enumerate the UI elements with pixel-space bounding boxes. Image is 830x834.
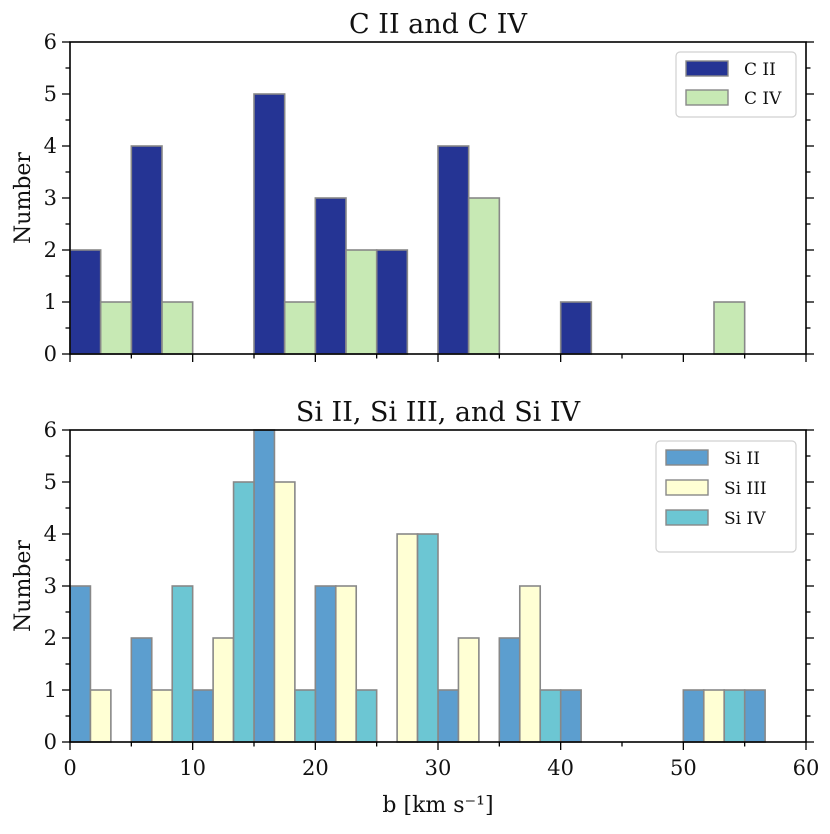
bottom-x-tick-label: 50 [670, 756, 697, 780]
top-y-tick-label: 3 [44, 186, 57, 210]
bottom-legend-label: Si III [724, 479, 767, 499]
top-y-tick-label: 2 [44, 238, 57, 262]
bottom-bar-si-iv [416, 533, 439, 743]
bottom-bar-si-ii [437, 689, 460, 743]
bottom-bar-si-iii [273, 481, 296, 743]
bottom-x-tick-label: 20 [302, 756, 329, 780]
bottom-bar-si-ii [69, 585, 92, 743]
bottom-bar-si-ii [559, 689, 582, 743]
bottom-bar-si-iii [89, 689, 112, 743]
top-legend-swatch [685, 89, 729, 106]
top-bar-c-ii [314, 197, 347, 355]
top-bar-c-iv [283, 301, 317, 355]
bottom-bar-si-iv [539, 689, 562, 743]
bottom-x-tick-label: 0 [63, 756, 76, 780]
bottom-y-tick-label: 3 [44, 574, 57, 598]
top-legend-label: C IV [744, 89, 782, 109]
bottom-y-tick-label: 0 [44, 730, 57, 754]
bottom-bar-si-iv [355, 689, 378, 743]
top-bar-c-iv [99, 301, 133, 355]
bottom-bar-si-ii [253, 429, 276, 743]
bottom-legend: Si II Si III Si IV [655, 440, 797, 553]
bottom-y-axis-label: Number [11, 540, 36, 632]
bottom-bar-si-ii [191, 689, 214, 743]
top-bar-c-iv [345, 249, 378, 355]
bottom-bar-si-iii [518, 585, 542, 743]
bottom-bar-si-iii [212, 637, 235, 743]
top-bar-c-iv [713, 301, 746, 355]
bottom-legend-swatch [665, 479, 709, 496]
top-legend: C II C IV [675, 51, 797, 118]
bottom-bar-si-iv [294, 689, 317, 743]
bottom-x-tick-label: 10 [179, 756, 206, 780]
x-axis-label: b [km s⁻¹] [382, 793, 493, 818]
bottom-x-tick-label: 40 [547, 756, 574, 780]
bottom-chart-title: Si II, Si III, and Si IV [296, 397, 581, 428]
bottom-bar-si-iii [396, 533, 419, 743]
top-bar-c-ii [253, 93, 286, 355]
bottom-y-tick-label: 2 [44, 626, 57, 650]
top-bar-c-iv [161, 301, 194, 355]
top-y-tick-label: 6 [44, 30, 57, 54]
bottom-legend-label: Si IV [724, 509, 766, 529]
top-chart-title: C II and C IV [349, 9, 527, 40]
bottom-legend-label: Si II [724, 449, 760, 469]
bottom-y-tick-label: 5 [44, 470, 57, 494]
top-bar-c-ii [130, 145, 163, 355]
bottom-legend-swatch [665, 509, 709, 526]
bottom-bar-si-iv [232, 481, 255, 743]
top-bar-c-ii [437, 145, 470, 355]
bottom-bar-si-iii [150, 689, 174, 743]
top-y-tick-label: 4 [44, 134, 57, 158]
top-y-tick-label: 1 [44, 290, 57, 314]
top-legend-label: C II [744, 60, 776, 80]
top-y-axis-label: Number [11, 152, 36, 244]
bottom-bar-si-iii [334, 585, 358, 743]
bottom-bar-si-ii [130, 637, 153, 743]
top-y-tick-label: 5 [44, 82, 57, 106]
bottom-y-tick-label: 4 [44, 522, 57, 546]
top-bar-c-ii [375, 249, 409, 355]
top-bar-c-ii [69, 249, 102, 355]
top-bar-c-ii [559, 301, 593, 355]
bottom-bar-si-iii [457, 637, 480, 743]
bottom-bar-si-ii [743, 689, 766, 743]
bottom-y-tick-label: 1 [44, 678, 57, 702]
top-bar-c-iv [467, 197, 501, 355]
bottom-bar-si-ii [498, 637, 521, 743]
bottom-bar-si-ii [314, 585, 337, 743]
bottom-x-tick-label: 30 [425, 756, 452, 780]
bottom-legend-swatch [665, 449, 709, 466]
bottom-bar-si-iv [171, 585, 194, 743]
bottom-bar-si-ii [682, 689, 705, 743]
top-legend-swatch [685, 60, 729, 77]
bottom-y-tick-label: 6 [44, 418, 57, 442]
top-y-tick-label: 0 [44, 342, 57, 366]
bottom-x-tick-label: 60 [793, 756, 820, 780]
bottom-bar-si-iv [723, 689, 746, 743]
top-panel: 0 1 2 3 4 5 6 C II C IV [44, 30, 814, 366]
bottom-bar-si-iii [702, 689, 726, 743]
